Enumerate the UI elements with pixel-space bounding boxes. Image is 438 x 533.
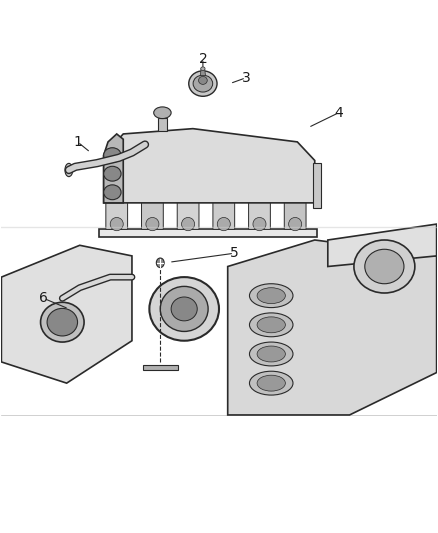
Ellipse shape: [217, 217, 230, 231]
Ellipse shape: [149, 277, 219, 341]
Text: 3: 3: [242, 71, 251, 85]
Polygon shape: [284, 163, 306, 229]
Polygon shape: [158, 118, 167, 131]
Ellipse shape: [154, 107, 171, 118]
Ellipse shape: [104, 185, 121, 200]
Text: 1: 1: [73, 135, 82, 149]
Polygon shape: [200, 69, 205, 76]
Ellipse shape: [104, 148, 121, 163]
Ellipse shape: [47, 309, 78, 336]
Polygon shape: [104, 128, 315, 203]
Ellipse shape: [104, 166, 121, 181]
Ellipse shape: [257, 346, 286, 362]
Ellipse shape: [257, 317, 286, 333]
Polygon shape: [177, 158, 199, 229]
Ellipse shape: [253, 217, 266, 231]
Polygon shape: [249, 160, 270, 229]
Ellipse shape: [257, 375, 286, 391]
Polygon shape: [1, 245, 132, 383]
Polygon shape: [99, 229, 317, 237]
Ellipse shape: [250, 313, 293, 337]
Ellipse shape: [250, 284, 293, 308]
Polygon shape: [313, 163, 321, 208]
Polygon shape: [213, 158, 235, 229]
Ellipse shape: [250, 371, 293, 395]
Ellipse shape: [156, 258, 164, 268]
Ellipse shape: [354, 240, 415, 293]
Text: 6: 6: [39, 292, 48, 305]
Polygon shape: [141, 160, 163, 229]
Ellipse shape: [189, 71, 217, 96]
Text: 2: 2: [198, 52, 207, 66]
Text: 4: 4: [334, 106, 343, 120]
Ellipse shape: [250, 342, 293, 366]
Ellipse shape: [110, 217, 123, 231]
Ellipse shape: [65, 164, 73, 176]
Ellipse shape: [289, 217, 302, 231]
Ellipse shape: [201, 67, 205, 70]
Ellipse shape: [146, 217, 159, 231]
Text: 5: 5: [230, 246, 239, 260]
Polygon shape: [328, 224, 437, 266]
Ellipse shape: [171, 297, 197, 321]
Polygon shape: [104, 134, 123, 203]
Ellipse shape: [41, 302, 84, 342]
Ellipse shape: [257, 288, 286, 304]
Ellipse shape: [160, 286, 208, 332]
Ellipse shape: [198, 76, 207, 84]
Ellipse shape: [193, 75, 213, 92]
Ellipse shape: [365, 249, 404, 284]
Ellipse shape: [182, 217, 194, 231]
Polygon shape: [106, 163, 127, 229]
Polygon shape: [143, 365, 178, 370]
Polygon shape: [228, 240, 437, 415]
